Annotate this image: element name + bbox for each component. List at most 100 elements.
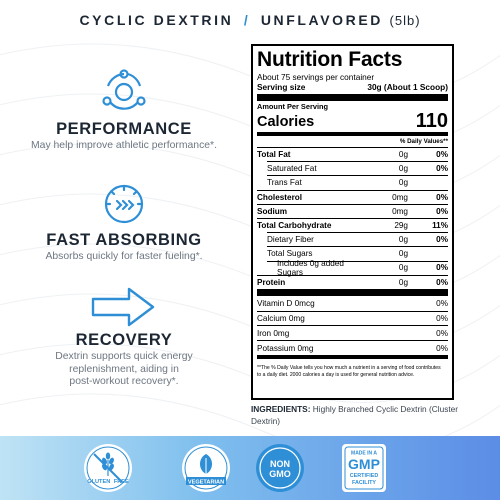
feature-description: Absorbs quickly for faster fueling*. xyxy=(0,251,248,264)
nutrient-row: Total Carbohydrate 29g 11% xyxy=(257,217,448,232)
nutrient-amount: 0g xyxy=(398,177,408,187)
nutrient-amount: 0g xyxy=(398,163,408,173)
nutrient-name: Saturated Fat xyxy=(267,163,317,173)
nutrition-facts-label: Nutrition Facts About 75 servings per co… xyxy=(251,44,454,400)
nutrient-amount: 0mg xyxy=(392,192,408,202)
nutrient-name: Dietary Fiber xyxy=(267,234,314,244)
daily-value-footnote: **The % Daily Value tells you how much a… xyxy=(257,365,441,378)
nutrient-amount: 0mg xyxy=(392,206,408,216)
feature-recovery: RECOVERY Dextrin supports quick energy r… xyxy=(0,285,248,389)
svg-text:GLUTEN FREE: GLUTEN FREE xyxy=(87,479,129,485)
product-flavor: UNFLAVORED xyxy=(260,12,384,28)
vitamin-row: Iron 0mg 0% xyxy=(257,325,448,340)
feature-desc-line: May help improve athletic performance*. xyxy=(31,140,217,151)
feature-description: May help improve athletic performance*. xyxy=(0,140,248,153)
feature-performance: PERFORMANCE May help improve athletic pe… xyxy=(0,66,248,153)
speedometer-icon xyxy=(104,184,144,224)
nutrient-dv: 0% xyxy=(436,263,448,273)
badge-text: CERTIFIED xyxy=(350,473,379,479)
ingredients-label: INGREDIENTS: xyxy=(251,404,311,414)
badge-text: FREE xyxy=(114,479,129,485)
feature-desc-line: Dextrin supports quick energy xyxy=(55,351,193,362)
badge-text: GMP xyxy=(348,456,380,472)
badge-text: NON xyxy=(270,459,290,469)
product-size: (5lb) xyxy=(389,13,421,28)
nutrient-row: Saturated Fat 0g 0% xyxy=(257,161,448,175)
ingredients: INGREDIENTS: Highly Branched Cyclic Dext… xyxy=(251,404,466,427)
nutrient-dv: 11% xyxy=(432,221,448,231)
nutrient-amount: 0g xyxy=(398,277,408,287)
feature-desc-line: replenishment, aiding in xyxy=(69,363,179,375)
daily-value-header: % Daily Values** xyxy=(399,138,448,145)
badge-text: GLUTEN xyxy=(87,479,110,485)
header-separator: / xyxy=(243,12,251,28)
badge-text: VEGETARIAN xyxy=(188,479,224,485)
vitamin-dv: 0% xyxy=(436,314,448,324)
nutrient-row: Sodium 0mg 0% xyxy=(257,203,448,218)
divider-medium xyxy=(257,132,448,136)
vitamin-dv: 0% xyxy=(436,343,448,353)
feature-description: Dextrin supports quick energy replenishm… xyxy=(0,351,248,389)
badge-text: FACILITY xyxy=(352,480,376,486)
vitamin-name: Vitamin D 0mcg xyxy=(257,298,315,308)
serving-size-label: Serving size xyxy=(257,82,306,92)
nutrient-row: Total Sugars 0g xyxy=(257,246,448,260)
divider-thick xyxy=(257,94,448,101)
product-name: CYCLIC DEXTRIN xyxy=(79,12,234,28)
nutrient-amount: 0g xyxy=(398,150,408,160)
nutrient-amount: 0g xyxy=(398,234,408,244)
vitamin-row: Vitamin D 0mcg 0% xyxy=(257,296,448,311)
vitamin-row: Calcium 0mg 0% xyxy=(257,310,448,326)
calories-value: 110 xyxy=(415,110,448,132)
badge-text: MADE IN A xyxy=(351,451,377,457)
serving-size: Serving size 30g (About 1 Scoop) xyxy=(257,82,448,92)
nutrient-dv: 0% xyxy=(436,150,448,160)
divider-thick xyxy=(257,288,448,296)
nutrient-dv: 0% xyxy=(436,234,448,244)
serving-size-value: 30g (About 1 Scoop) xyxy=(367,82,448,92)
feature-title: PERFORMANCE xyxy=(56,120,192,138)
nutrient-name: Sodium xyxy=(257,206,288,216)
feature-title: RECOVERY xyxy=(75,331,173,349)
feature-fast-absorbing: FAST ABSORBING Absorbs quickly for faste… xyxy=(0,177,248,264)
calories-label: Calories xyxy=(257,114,315,130)
nutrient-name: Trans Fat xyxy=(267,177,302,187)
vegetarian-badge-icon: VEGETARIAN xyxy=(182,444,230,492)
nutrient-amount: 0g xyxy=(398,248,408,258)
divider-medium xyxy=(257,355,448,360)
product-header: CYCLIC DEXTRIN / UNFLAVORED (5lb) xyxy=(0,12,500,28)
gmp-badge-icon: MADE IN A GMP CERTIFIED FACILITY xyxy=(342,444,386,492)
vitamin-row: Potassium 0mg 0% xyxy=(257,340,448,355)
non-gmo-badge-icon: NON GMO xyxy=(256,444,304,492)
nutrient-amount: 0g xyxy=(398,263,408,273)
vitamin-name: Potassium 0mg xyxy=(257,343,314,353)
nutrient-dv: 0% xyxy=(436,206,448,216)
vitamin-name: Iron 0mg xyxy=(257,328,290,338)
nutrient-row: Protein 0g 0% xyxy=(257,274,448,289)
nutrient-dv: 0% xyxy=(436,192,448,202)
arrow-icon xyxy=(91,287,155,327)
nutrient-dv: 0% xyxy=(436,277,448,287)
nutrient-dv: 0% xyxy=(436,163,448,173)
amount-per-serving: Amount Per Serving xyxy=(257,102,329,111)
nutrient-name: Includes 0g added Sugars xyxy=(277,258,344,277)
nutrient-name: Total Fat xyxy=(257,150,291,160)
nutrient-name: Total Sugars xyxy=(267,248,313,258)
nutrient-row: Cholesterol 0mg 0% xyxy=(257,189,448,204)
molecule-icon xyxy=(102,69,146,110)
ingredients-text: Highly Branched Cyclic Dextrin (Cluster … xyxy=(251,404,459,426)
gluten-free-badge-icon: GLUTEN FREE xyxy=(84,444,132,492)
certification-band xyxy=(0,436,500,500)
nutrient-row: Includes 0g added Sugars 0g 0% xyxy=(257,258,448,277)
feature-desc-line: post-workout recovery*. xyxy=(69,376,179,387)
nutrient-name: Total Carbohydrate xyxy=(257,221,332,231)
nutrient-name: Cholesterol xyxy=(257,192,303,202)
vitamin-dv: 0% xyxy=(436,328,448,338)
nutrient-row: Trans Fat 0g xyxy=(257,175,448,189)
badge-text: GMO xyxy=(269,469,291,479)
servings-per-container: About 75 servings per container xyxy=(257,72,375,82)
feature-title: FAST ABSORBING xyxy=(46,231,202,249)
nutrition-title: Nutrition Facts xyxy=(257,48,403,71)
nutrient-row: Total Fat 0g 0% xyxy=(257,147,448,161)
feature-desc-line: Absorbs quickly for faster fueling*. xyxy=(45,251,203,262)
